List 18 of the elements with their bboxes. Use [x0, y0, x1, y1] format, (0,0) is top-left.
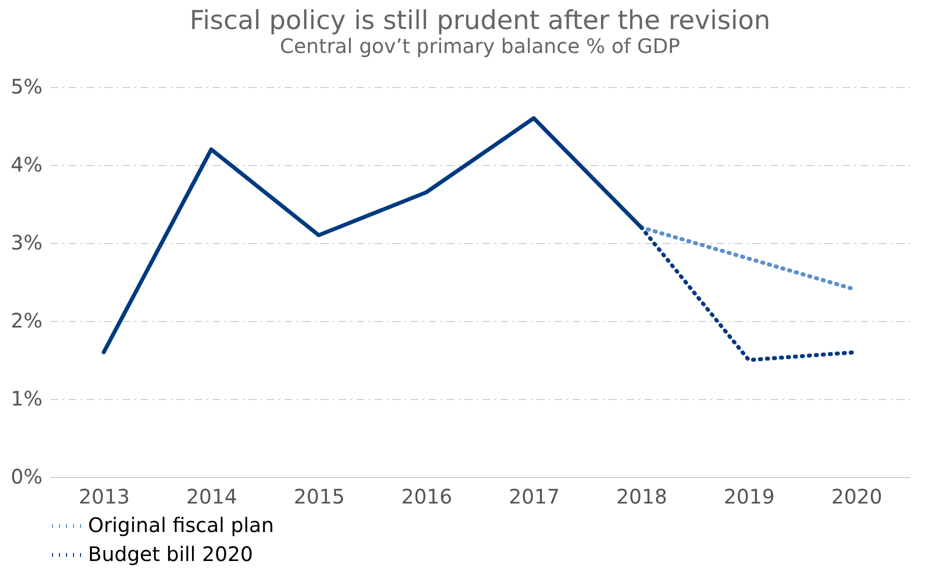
x-tick-label: 2015	[294, 484, 345, 508]
y-tick-label: 3%	[10, 230, 42, 254]
x-tick-label: 2014	[186, 484, 238, 508]
x-tick-label: 2018	[616, 484, 668, 508]
y-tick-label: 0%	[10, 464, 42, 488]
x-tick-label: 2019	[724, 484, 775, 508]
x-tick-label: 2013	[78, 484, 130, 508]
legend-label: Original fiscal plan	[88, 513, 274, 537]
y-tick-label: 5%	[10, 74, 42, 98]
chart-title: Fiscal policy is still prudent after the revision	[190, 6, 770, 36]
y-tick-label: 2%	[10, 308, 42, 332]
y-tick-label: 4%	[10, 152, 42, 176]
y-tick-label: 1%	[10, 386, 42, 410]
legend-label: Budget bill 2020	[88, 542, 253, 566]
x-tick-label: 2020	[831, 484, 882, 508]
x-tick-label: 2016	[401, 484, 452, 508]
x-tick-label: 2017	[508, 484, 560, 508]
chart-subtitle: Central gov’t primary balance % of GDP	[280, 34, 680, 58]
